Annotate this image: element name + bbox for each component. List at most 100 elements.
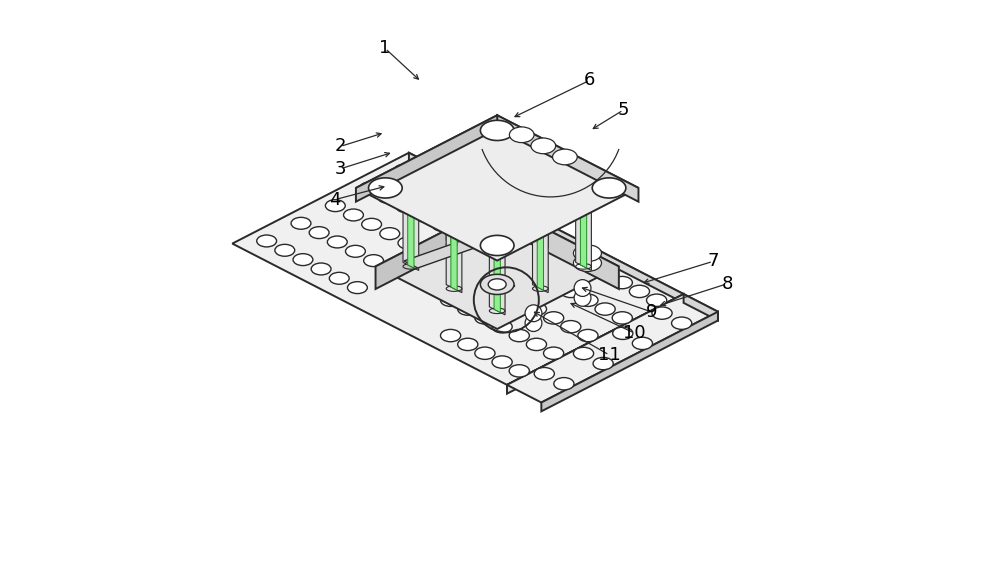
Polygon shape xyxy=(408,200,414,268)
Ellipse shape xyxy=(526,268,547,280)
Polygon shape xyxy=(576,198,591,270)
Text: 1: 1 xyxy=(379,39,391,57)
Ellipse shape xyxy=(458,303,478,315)
Ellipse shape xyxy=(595,268,615,280)
Ellipse shape xyxy=(441,294,461,306)
Text: 10: 10 xyxy=(623,324,646,342)
Polygon shape xyxy=(491,280,515,292)
Ellipse shape xyxy=(488,279,506,290)
Polygon shape xyxy=(409,153,684,303)
Ellipse shape xyxy=(467,202,487,214)
Ellipse shape xyxy=(629,285,650,298)
Ellipse shape xyxy=(652,307,672,319)
Ellipse shape xyxy=(449,192,468,204)
Ellipse shape xyxy=(446,221,462,226)
Ellipse shape xyxy=(578,294,598,306)
Ellipse shape xyxy=(430,183,450,195)
Ellipse shape xyxy=(293,253,313,266)
Polygon shape xyxy=(446,175,462,248)
Ellipse shape xyxy=(291,217,311,229)
Ellipse shape xyxy=(329,273,349,284)
Polygon shape xyxy=(507,294,684,394)
Ellipse shape xyxy=(489,243,505,249)
Ellipse shape xyxy=(672,317,692,329)
Ellipse shape xyxy=(533,176,548,182)
Ellipse shape xyxy=(485,211,505,223)
Ellipse shape xyxy=(509,329,529,342)
Polygon shape xyxy=(451,178,457,246)
Ellipse shape xyxy=(475,347,495,359)
Text: 7: 7 xyxy=(707,252,719,270)
Text: 9: 9 xyxy=(646,303,657,321)
Ellipse shape xyxy=(480,274,514,294)
Ellipse shape xyxy=(382,264,402,276)
Ellipse shape xyxy=(369,178,402,198)
Polygon shape xyxy=(507,294,718,402)
Ellipse shape xyxy=(344,209,363,221)
Ellipse shape xyxy=(360,182,380,194)
Ellipse shape xyxy=(346,246,365,257)
Ellipse shape xyxy=(553,149,577,165)
Ellipse shape xyxy=(576,199,591,205)
Polygon shape xyxy=(494,244,500,312)
Ellipse shape xyxy=(647,294,667,306)
Ellipse shape xyxy=(257,235,277,247)
Ellipse shape xyxy=(450,229,470,241)
Polygon shape xyxy=(497,204,619,289)
Ellipse shape xyxy=(364,255,384,266)
Ellipse shape xyxy=(574,289,591,306)
Polygon shape xyxy=(356,115,638,261)
Ellipse shape xyxy=(573,347,594,360)
Ellipse shape xyxy=(525,305,542,321)
Polygon shape xyxy=(451,222,457,290)
Polygon shape xyxy=(684,294,718,320)
Polygon shape xyxy=(404,200,590,268)
Ellipse shape xyxy=(554,378,574,390)
Text: 2: 2 xyxy=(334,138,346,156)
Ellipse shape xyxy=(311,263,331,275)
Ellipse shape xyxy=(458,268,478,280)
Ellipse shape xyxy=(414,210,434,222)
Ellipse shape xyxy=(561,250,581,262)
Ellipse shape xyxy=(525,315,542,332)
Ellipse shape xyxy=(380,228,400,239)
Ellipse shape xyxy=(544,347,564,359)
Ellipse shape xyxy=(475,312,495,324)
Text: 4: 4 xyxy=(329,191,340,209)
Ellipse shape xyxy=(378,191,398,203)
Text: 11: 11 xyxy=(598,346,621,364)
Ellipse shape xyxy=(475,277,495,289)
Ellipse shape xyxy=(592,178,626,198)
Polygon shape xyxy=(356,115,497,202)
Ellipse shape xyxy=(403,199,419,205)
Ellipse shape xyxy=(632,337,652,350)
Ellipse shape xyxy=(432,219,452,232)
Ellipse shape xyxy=(394,164,414,176)
Ellipse shape xyxy=(396,201,416,212)
Polygon shape xyxy=(537,178,544,246)
Ellipse shape xyxy=(327,236,347,248)
Ellipse shape xyxy=(416,246,436,259)
Polygon shape xyxy=(533,175,548,248)
Polygon shape xyxy=(232,153,684,385)
Polygon shape xyxy=(497,115,638,202)
Ellipse shape xyxy=(483,224,511,244)
Ellipse shape xyxy=(509,259,529,271)
Polygon shape xyxy=(403,198,419,270)
Ellipse shape xyxy=(578,259,598,271)
Ellipse shape xyxy=(509,127,534,143)
Ellipse shape xyxy=(492,356,512,368)
Ellipse shape xyxy=(509,294,529,306)
Polygon shape xyxy=(376,204,619,329)
Polygon shape xyxy=(537,222,544,290)
Ellipse shape xyxy=(492,320,512,333)
Ellipse shape xyxy=(526,303,547,315)
Ellipse shape xyxy=(515,215,543,232)
Polygon shape xyxy=(490,216,504,252)
Ellipse shape xyxy=(526,232,547,244)
Polygon shape xyxy=(494,156,500,224)
Ellipse shape xyxy=(595,303,615,315)
Ellipse shape xyxy=(362,219,382,230)
Ellipse shape xyxy=(544,241,564,253)
Ellipse shape xyxy=(561,320,581,333)
